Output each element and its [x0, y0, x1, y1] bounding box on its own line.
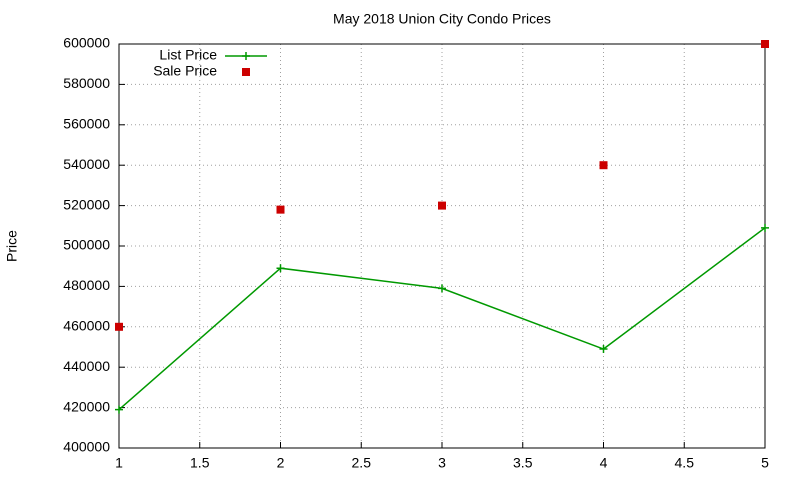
data-point	[438, 201, 446, 210]
y-tick-label: 600000	[63, 35, 110, 51]
data-point	[761, 40, 769, 48]
data-point	[276, 205, 285, 214]
series-line	[118, 227, 766, 411]
legend-marker	[242, 68, 250, 76]
plot-frame	[118, 43, 766, 449]
chart-title: May 2018 Union City Condo Prices	[333, 11, 551, 27]
y-tick-label: 440000	[63, 358, 110, 374]
legend-label: Sale Price	[153, 63, 217, 79]
data-point	[761, 223, 769, 232]
x-tick-label: 3	[438, 455, 446, 471]
x-tick-label: 4	[600, 455, 608, 471]
y-tick-label: 580000	[63, 75, 110, 91]
y-tick-label: 420000	[63, 398, 110, 414]
x-tick-label: 1	[115, 455, 123, 471]
x-tick-label: 3.5	[513, 455, 533, 471]
x-tick-label: 2	[277, 455, 285, 471]
data-point	[115, 322, 123, 331]
legend-label: List Price	[159, 47, 217, 63]
data-point	[599, 345, 608, 354]
y-tick-label: 540000	[63, 156, 110, 172]
y-tick-label: 560000	[63, 116, 110, 132]
x-tick-label: 5	[761, 455, 769, 471]
x-tick-label: 1.5	[190, 455, 210, 471]
data-point	[599, 161, 608, 170]
data-point	[276, 264, 285, 273]
y-axis-label: Price	[4, 230, 20, 262]
legend-marker	[242, 52, 250, 60]
data-point	[438, 284, 446, 293]
y-tick-label: 520000	[63, 196, 110, 212]
y-tick-label: 460000	[63, 318, 110, 334]
y-tick-label: 480000	[63, 277, 110, 293]
y-tick-label: 500000	[63, 237, 110, 253]
x-tick-label: 2.5	[352, 455, 372, 471]
y-tick-label: 400000	[63, 439, 110, 455]
x-tick-label: 4.5	[675, 455, 695, 471]
data-point	[115, 405, 123, 414]
